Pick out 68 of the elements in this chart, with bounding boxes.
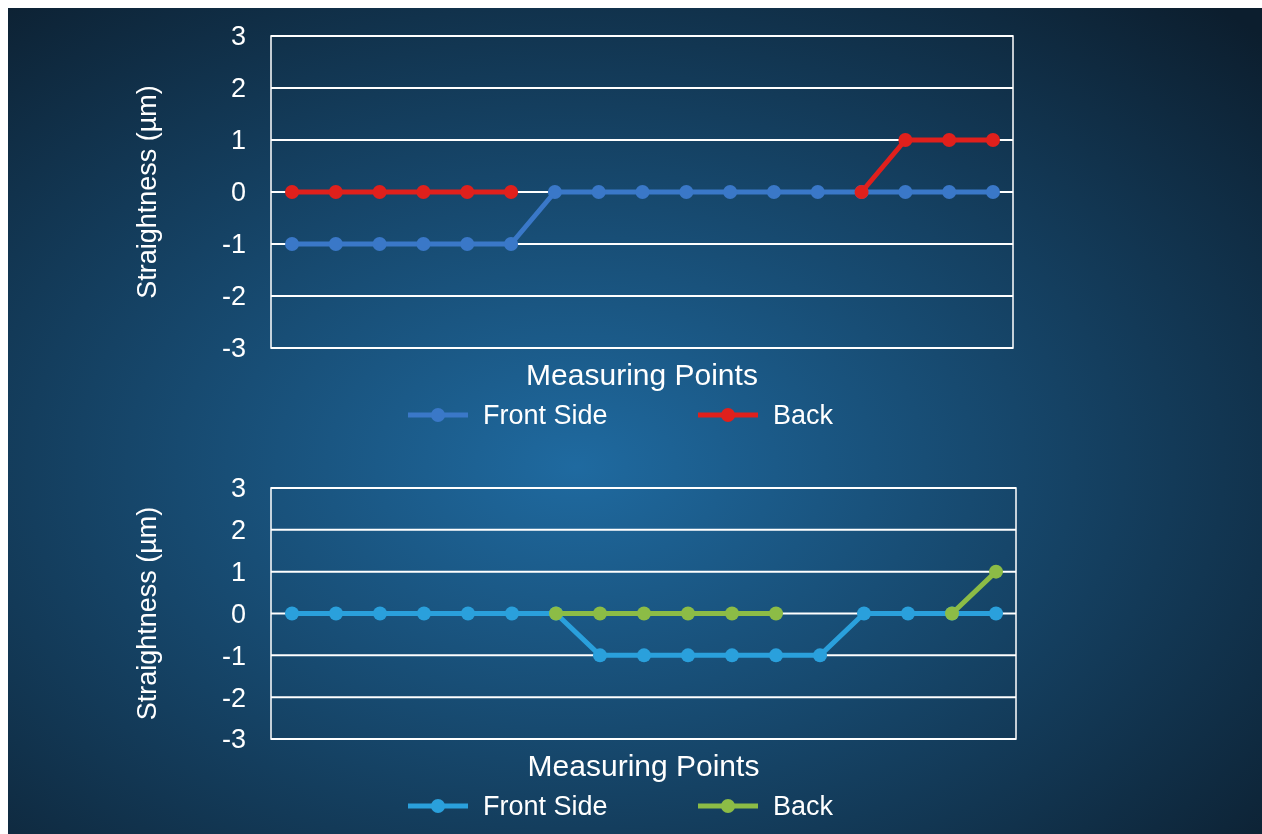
- point: [461, 606, 475, 621]
- point: [989, 606, 1003, 621]
- y-tick-label: -3: [221, 724, 246, 755]
- point: [547, 185, 562, 199]
- point: [986, 185, 1000, 199]
- point: [328, 237, 343, 251]
- point: [460, 237, 475, 251]
- point: [723, 185, 738, 199]
- y-tick-label: 1: [230, 557, 246, 588]
- point: [416, 237, 431, 251]
- y-tick-label: -2: [221, 281, 246, 312]
- point: [637, 648, 651, 663]
- legend-label: Front Side: [483, 791, 608, 822]
- point: [725, 648, 739, 663]
- point: [591, 185, 606, 199]
- point: [942, 133, 957, 147]
- y-tick-label: 2: [230, 73, 246, 104]
- point: [766, 185, 781, 199]
- point: [813, 648, 827, 663]
- y-tick-label: 0: [230, 598, 246, 629]
- point: [372, 185, 387, 199]
- point: [810, 185, 825, 199]
- y-axis-title: Straightness (µm): [132, 506, 162, 721]
- x-axis-title: Measuring Points: [526, 358, 758, 391]
- point: [328, 185, 343, 199]
- point: [417, 606, 431, 621]
- point: [989, 564, 1003, 579]
- point: [681, 606, 695, 621]
- point: [857, 606, 871, 621]
- point: [635, 185, 650, 199]
- point: [329, 606, 343, 621]
- point: [901, 606, 915, 621]
- point: [593, 648, 607, 663]
- point: [504, 237, 519, 251]
- legend-label: Back: [773, 400, 834, 431]
- point: [373, 606, 387, 621]
- y-tick-label: -1: [221, 229, 246, 260]
- y-tick-label: 1: [230, 125, 246, 156]
- point: [505, 606, 519, 621]
- point: [372, 237, 387, 251]
- y-axis-title: Straightness (µm): [132, 85, 162, 299]
- point: [637, 606, 651, 621]
- point: [416, 185, 431, 199]
- point: [679, 185, 694, 199]
- y-tick-label: 0: [230, 177, 246, 208]
- legend-label: Back: [773, 791, 834, 822]
- point: [986, 133, 1000, 147]
- y-tick-label: -2: [221, 682, 246, 713]
- point: [285, 606, 299, 621]
- point: [285, 185, 299, 199]
- x-axis-title: Measuring Points: [527, 749, 760, 782]
- point: [898, 133, 913, 147]
- point: [681, 648, 695, 663]
- point: [725, 606, 739, 621]
- point: [504, 185, 519, 199]
- y-tick-label: 3: [230, 21, 246, 52]
- legend-label: Front Side: [483, 400, 608, 431]
- point: [460, 185, 475, 199]
- point: [898, 185, 913, 199]
- y-tick-label: 2: [230, 515, 246, 546]
- point: [593, 606, 607, 621]
- y-tick-label: -3: [221, 333, 246, 364]
- y-tick-label: -1: [221, 640, 246, 671]
- point: [769, 606, 783, 621]
- point: [942, 185, 957, 199]
- point: [285, 237, 299, 251]
- y-tick-label: 3: [230, 473, 246, 504]
- point: [769, 648, 783, 663]
